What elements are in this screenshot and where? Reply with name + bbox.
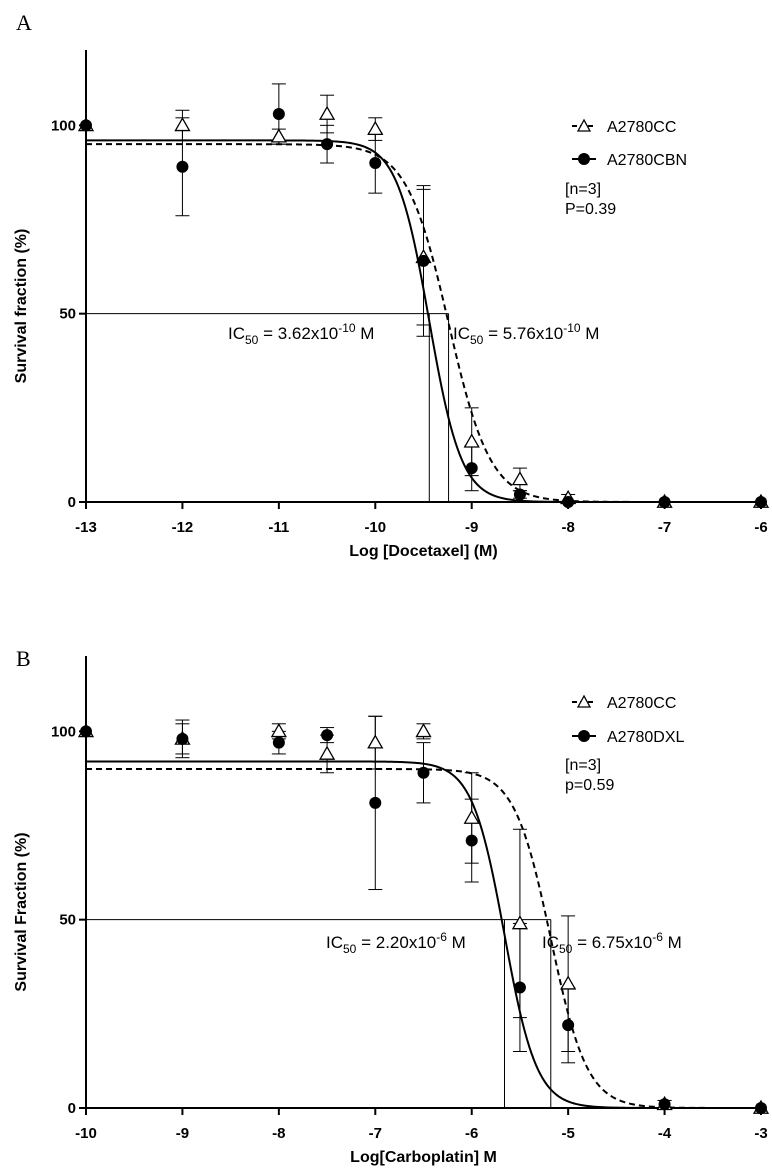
y-tick-label: 100: [51, 117, 76, 134]
panel-letter: B: [16, 646, 31, 671]
ic50-annotation: IC50 = 3.62x10-10 M: [228, 321, 374, 347]
stats-note: P=0.39: [565, 201, 616, 218]
data-point-a2780dxl: [369, 796, 382, 809]
data-point-a2780cbn: [513, 488, 526, 501]
data-point-a2780dxl: [562, 1019, 575, 1032]
data-point-a2780cbn: [272, 108, 285, 121]
y-tick-label: 0: [68, 1100, 76, 1117]
x-axis-label: Log[Carboplatin] M: [350, 1149, 497, 1166]
x-tick-label: -7: [658, 519, 671, 536]
x-tick-label: -3: [754, 1125, 767, 1142]
y-axis-label: Survival fraction (%): [13, 229, 30, 384]
data-point-a2780dxl: [658, 1098, 671, 1111]
panel-letter: A: [16, 10, 32, 35]
x-tick-label: -5: [561, 1125, 574, 1142]
stats-note: [n=3]: [565, 181, 601, 198]
data-point-a2780dxl: [321, 729, 334, 742]
data-point-a2780cbn: [562, 496, 575, 508]
x-tick-label: -8: [561, 519, 574, 536]
data-point-a2780cbn: [658, 496, 671, 508]
legend-label: A2780DXL: [607, 729, 684, 746]
data-point-a2780cc: [560, 975, 577, 990]
data-point-a2780cc: [367, 734, 384, 749]
data-point-a2780cbn: [176, 160, 189, 173]
legend-marker: [578, 730, 590, 742]
x-tick-label: -13: [75, 519, 97, 536]
x-tick-label: -10: [75, 1125, 97, 1142]
data-point-a2780cbn: [321, 138, 334, 151]
data-point-a2780dxl: [513, 981, 526, 994]
x-tick-label: -6: [754, 519, 767, 536]
x-tick-label: -8: [272, 1125, 285, 1142]
x-tick-label: -6: [465, 1125, 478, 1142]
x-tick-label: -4: [658, 1125, 672, 1142]
y-tick-label: 50: [59, 306, 76, 323]
y-tick-label: 100: [51, 723, 76, 740]
data-point-a2780cbn: [755, 496, 767, 508]
data-point-a2780cc: [174, 117, 191, 132]
x-tick-label: -12: [172, 519, 194, 536]
legend-marker: [576, 118, 592, 132]
chart-panel-b: B -10 -9 -8 -7 -6 -5 -4 -3 0 50 100 Log[Carboplatin]…: [13, 646, 770, 1166]
data-point-a2780cc: [463, 433, 480, 448]
data-point-a2780cc: [511, 471, 529, 486]
chart-panel-a: A -13 -12 -11 -10 -9 -8 -7 -6 0 50 100 Log [Docetaxe…: [13, 10, 770, 560]
legend-label: A2780CBN: [607, 152, 687, 169]
data-point-a2780cc: [367, 120, 384, 136]
x-tick-label: -9: [465, 519, 478, 536]
legend-label: A2780CC: [607, 119, 676, 136]
x-axis-label: Log [Docetaxel] (M): [349, 543, 497, 560]
legend-label: A2780CC: [607, 695, 676, 712]
data-point-a2780dxl: [272, 736, 285, 749]
data-point-a2780cc: [415, 723, 432, 738]
data-point-a2780dxl: [80, 725, 92, 738]
data-point-a2780cbn: [465, 462, 478, 475]
data-point-a2780dxl: [176, 732, 189, 745]
data-point-a2780cc: [270, 128, 287, 143]
data-point-a2780dxl: [417, 766, 430, 779]
legend-marker: [578, 153, 590, 165]
y-tick-label: 0: [68, 494, 76, 511]
x-tick-label: -9: [176, 1125, 189, 1142]
y-axis-label: Survival Fraction (%): [13, 832, 30, 991]
fit-curve-a2780cc: [86, 768, 761, 1109]
legend-marker: [576, 694, 592, 708]
stats-note: p=0.59: [565, 777, 614, 794]
data-point-a2780cc: [318, 105, 336, 120]
y-tick-label: 50: [59, 912, 76, 929]
data-point-a2780cbn: [80, 119, 92, 132]
x-tick-label: -10: [364, 519, 386, 536]
data-point-a2780dxl: [465, 834, 478, 847]
x-tick-label: -11: [268, 519, 289, 536]
ic50-annotation: IC50 = 5.76x10-10 M: [453, 321, 599, 347]
ic50-annotation: IC50 = 6.75x10-6 M: [542, 930, 682, 956]
data-point-a2780cc: [270, 723, 287, 738]
data-point-a2780cc: [463, 809, 480, 824]
stats-note: [n=3]: [565, 757, 601, 774]
data-point-a2780cc: [318, 745, 336, 760]
data-point-a2780dxl: [755, 1102, 767, 1114]
data-point-a2780cbn: [417, 254, 430, 267]
ic50-annotation: IC50 = 2.20x10-6 M: [326, 930, 466, 956]
data-point-a2780cbn: [369, 157, 382, 169]
data-point-a2780cc: [511, 915, 529, 930]
x-tick-label: -7: [369, 1125, 382, 1142]
